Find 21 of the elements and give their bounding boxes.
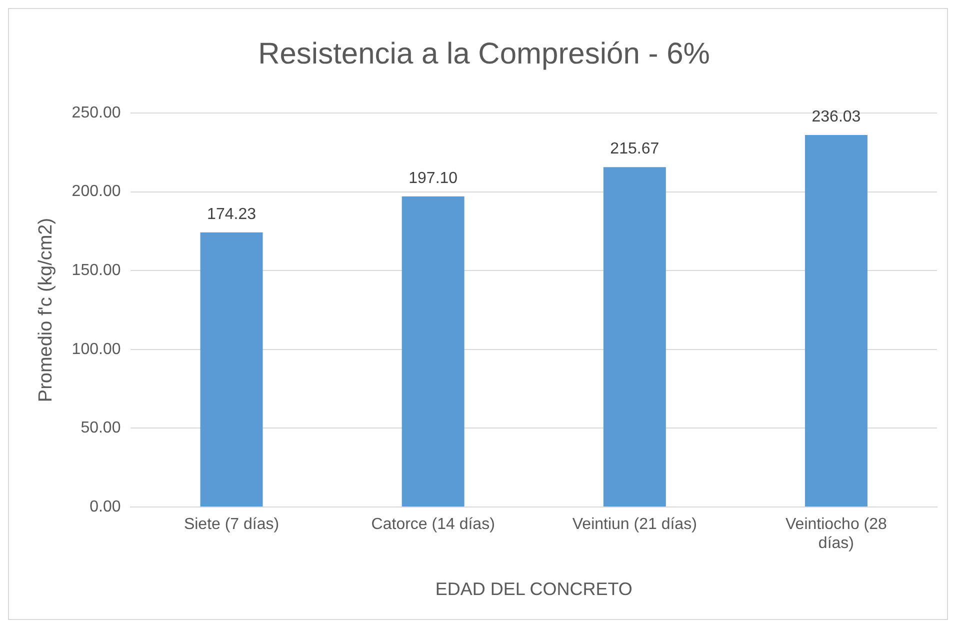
chart-title: Resistencia a la Compresión - 6%: [258, 37, 710, 70]
bar: [804, 135, 868, 506]
y-tick-label: 50.00: [80, 420, 121, 437]
y-tick-label: 150.00: [72, 262, 121, 280]
bar: [200, 232, 263, 506]
y-axis-title: Promedio f'c (kg/cm2): [36, 218, 57, 402]
x-tick-label: Veintiocho (28 días): [786, 516, 888, 552]
y-tick-label: 200.00: [72, 183, 121, 200]
data-label: 174.23: [207, 206, 256, 223]
data-label: 197.10: [408, 170, 458, 187]
data-label: 215.67: [610, 140, 660, 158]
y-tick-label: 0.00: [90, 498, 121, 516]
bar: [603, 167, 666, 506]
x-tick-label: Siete (7 días): [184, 516, 280, 534]
data-label: 236.03: [812, 108, 861, 126]
x-axis-title: EDAD DEL CONCRETO: [435, 579, 632, 600]
bar: [402, 196, 464, 506]
x-tick-label: Veintiun (21 días): [572, 516, 697, 534]
y-tick-label: 100.00: [72, 340, 121, 358]
x-tick-label: Catorce (14 días): [371, 516, 495, 534]
y-tick-label: 250.00: [72, 104, 121, 122]
